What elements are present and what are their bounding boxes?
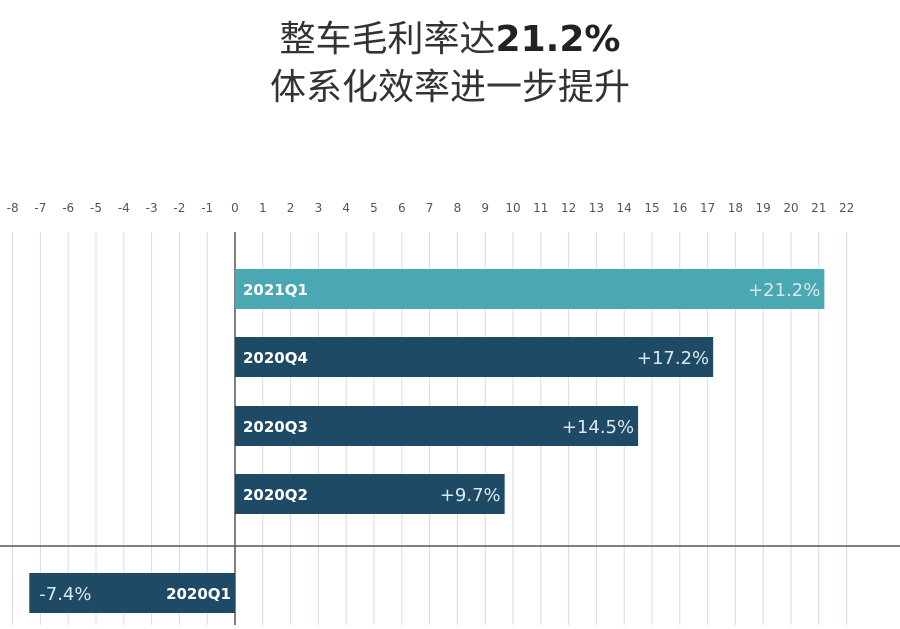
x-tick-label: 18 [728, 201, 743, 215]
x-tick-label: 15 [644, 201, 659, 215]
value-label: +9.7% [440, 485, 501, 506]
category-label: 2020Q1 [166, 585, 231, 603]
x-tick-label: 2 [287, 201, 295, 215]
x-tick-label: 20 [783, 201, 798, 215]
value-label: +21.2% [748, 280, 820, 301]
x-tick-label: 14 [617, 201, 632, 215]
x-tick-label: -8 [7, 201, 19, 215]
x-tick-label: 0 [231, 201, 239, 215]
value-label: -7.4% [39, 584, 91, 605]
category-label: 2021Q1 [243, 281, 308, 299]
x-tick-label: 19 [756, 201, 771, 215]
bar [235, 406, 639, 446]
x-tick-label: 10 [505, 201, 520, 215]
bar [29, 573, 236, 613]
chart-title-line-2: 体系化效率进一步提升 [269, 67, 630, 108]
category-label: 2020Q4 [243, 349, 308, 367]
x-tick-label: 7 [426, 201, 434, 215]
title-prefix: 整车毛利率达 [279, 19, 496, 60]
x-tick-label: 3 [315, 201, 323, 215]
x-tick-label: 16 [672, 201, 687, 215]
x-tick-label: 17 [700, 201, 715, 215]
x-tick-label: 9 [481, 201, 489, 215]
x-tick-label: 8 [454, 201, 462, 215]
value-label: +17.2% [637, 348, 709, 369]
value-label: +14.5% [562, 417, 634, 438]
x-tick-label: 12 [561, 201, 576, 215]
bar [235, 269, 825, 309]
title-highlight-value: 21.2% [495, 19, 621, 60]
x-tick-label: -3 [146, 201, 158, 215]
x-tick-label: -2 [173, 201, 185, 215]
x-tick-label: 13 [589, 201, 604, 215]
x-tick-label: 22 [839, 201, 854, 215]
x-tick-label: 21 [811, 201, 826, 215]
x-tick-label: -1 [201, 201, 213, 215]
x-tick-label: 6 [398, 201, 406, 215]
x-tick-label: -7 [34, 201, 46, 215]
x-tick-label: -5 [90, 201, 102, 215]
x-tick-label: -4 [118, 201, 130, 215]
category-label: 2020Q3 [243, 418, 308, 436]
x-tick-label: 11 [533, 201, 548, 215]
x-tick-label: 5 [370, 201, 378, 215]
chart-title-line-1: 整车毛利率达21.2% [0, 10, 900, 62]
bar [235, 474, 505, 514]
bar [235, 337, 714, 377]
x-tick-label: -6 [62, 201, 74, 215]
x-tick-label: 1 [259, 201, 267, 215]
x-tick-label: 4 [342, 201, 350, 215]
category-label: 2020Q2 [243, 486, 308, 504]
